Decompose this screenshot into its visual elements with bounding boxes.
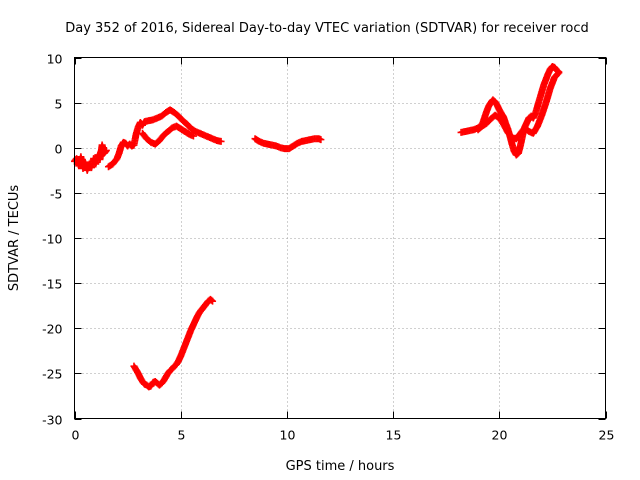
data-point: [554, 70, 562, 78]
axis-ticks: [74, 57, 607, 420]
y-tick-label: 10: [47, 52, 63, 67]
y-tick-label: -25: [42, 367, 62, 382]
chart-title: Day 352 of 2016, Sidereal Day-to-day VTE…: [65, 21, 589, 36]
y-tick-labels: -30 -25 -20 -15 -10 -5 0 5 10: [42, 52, 62, 428]
data-point: [207, 296, 215, 304]
data-point: [209, 297, 217, 305]
x-tick-label: 0: [72, 428, 80, 443]
y-tick-label: -20: [42, 322, 62, 337]
x-tick-label: 15: [386, 428, 402, 443]
x-axis-label: GPS time / hours: [286, 459, 395, 474]
data-point: [189, 132, 197, 140]
y-tick-label: -10: [42, 232, 62, 247]
plot-frame: [74, 57, 606, 419]
data-point: [102, 146, 110, 154]
y-tick-label: 5: [55, 97, 63, 112]
data-point: [217, 137, 225, 145]
x-tick-label: 25: [599, 428, 615, 443]
data-points: [71, 63, 563, 391]
x-tick-label: 10: [280, 428, 296, 443]
x-tick-label: 20: [492, 428, 508, 443]
y-axis-label: SDTVAR / TECUs: [7, 185, 22, 292]
data-point: [555, 69, 563, 77]
x-tick-labels: 0 5 10 15 20 25: [72, 428, 615, 443]
y-tick-label: 0: [55, 142, 63, 157]
y-tick-label: -30: [42, 413, 62, 428]
data-point: [317, 136, 325, 144]
x-tick-label: 5: [178, 428, 186, 443]
y-tick-label: -5: [50, 187, 62, 202]
grid: [74, 57, 606, 419]
y-tick-label: -15: [42, 277, 62, 292]
